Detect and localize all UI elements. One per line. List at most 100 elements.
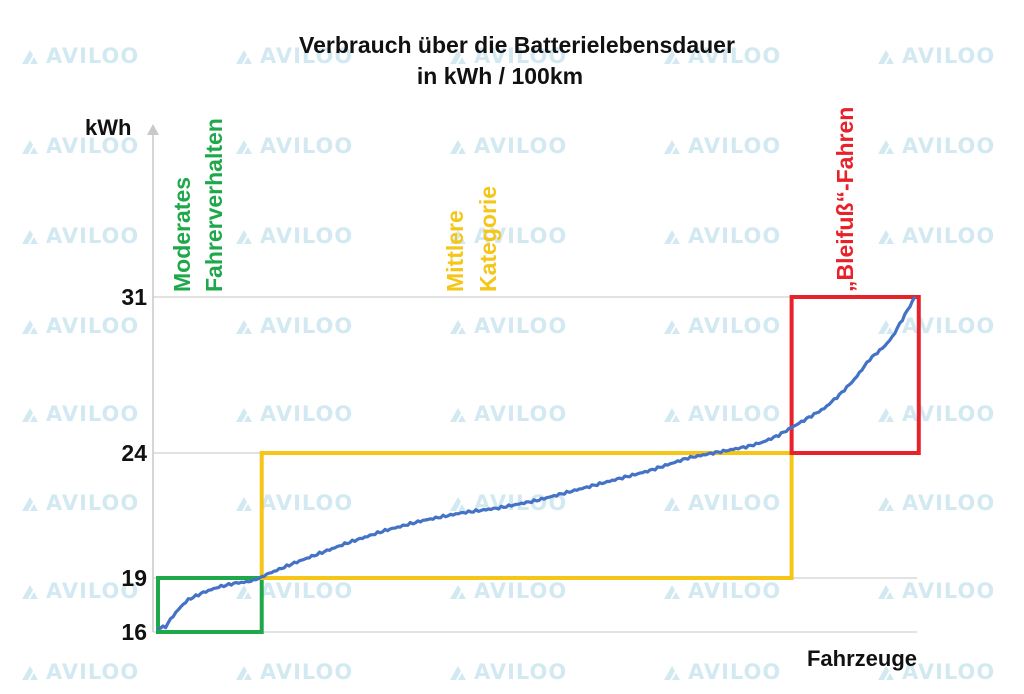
watermark-mark-icon <box>450 497 461 511</box>
watermark-logo: AVILOO <box>664 402 780 426</box>
watermark-mark-icon <box>244 673 252 680</box>
watermark-logo: AVILOO <box>664 579 780 603</box>
watermark-mark-icon <box>672 57 680 64</box>
watermark-logo: AVILOO <box>236 224 353 248</box>
watermark-logo: AVILOO <box>22 314 138 338</box>
category-label-yellow-1: Mittlere <box>442 210 468 292</box>
category-label-green-2: Fahrerverhalten <box>201 118 227 292</box>
watermark-mark-icon <box>886 415 894 422</box>
watermark-mark-icon <box>672 327 680 334</box>
watermark-mark-icon <box>244 57 252 64</box>
watermark-mark-icon <box>458 592 466 599</box>
category-label-green-1: Moderates <box>169 177 195 292</box>
chart-title-line2: in kWh / 100km <box>417 63 583 89</box>
watermark-mark-icon <box>672 673 680 680</box>
watermark-text: AVILOO <box>260 402 353 426</box>
watermark-mark-icon <box>30 237 38 244</box>
watermark-text: AVILOO <box>688 224 781 248</box>
watermark-text: AVILOO <box>46 491 139 515</box>
watermark-logo: AVILOO <box>878 579 994 603</box>
watermark-logo: AVILOO <box>878 134 995 158</box>
watermark-logo: AVILOO <box>236 314 352 338</box>
watermark-mark-icon <box>236 230 247 244</box>
y-axis-label: kWh <box>85 115 131 140</box>
watermark-text: AVILOO <box>902 314 995 338</box>
watermark-text: AVILOO <box>260 44 353 68</box>
watermark-mark-icon <box>458 57 466 64</box>
watermark-text: AVILOO <box>902 134 995 158</box>
watermark-mark-icon <box>664 320 675 334</box>
watermark-logo: AVILOO <box>236 491 353 515</box>
watermark-mark-icon <box>244 592 252 599</box>
category-label-red-1: „Bleifuß“-Fahren <box>832 107 858 292</box>
watermark-text: AVILOO <box>902 44 995 68</box>
watermark-logo: AVILOO <box>664 134 780 158</box>
watermark-logo: AVILOO <box>878 402 995 426</box>
watermark-mark-icon <box>30 327 38 334</box>
watermark-text: AVILOO <box>260 134 353 158</box>
watermark-mark-icon <box>458 327 466 334</box>
watermark-mark-icon <box>878 230 889 244</box>
watermark-text: AVILOO <box>260 224 353 248</box>
watermark-text: AVILOO <box>474 402 567 426</box>
category-box-yellow <box>259 451 794 580</box>
line-layer <box>157 296 917 631</box>
watermark-mark-icon <box>450 666 461 680</box>
watermark-logo: AVILOO <box>664 44 781 68</box>
watermark-layer: AVILOO AVILOO AVILOO AVILOO AVILOO AVILOO AVIL… <box>22 44 995 684</box>
watermark-mark-icon <box>672 504 680 511</box>
watermark-logo: AVILOO <box>450 579 566 603</box>
watermark-logo: AVILOO <box>664 491 780 515</box>
watermark-mark-icon <box>878 140 889 154</box>
watermark-mark-icon <box>236 408 247 422</box>
watermark-mark-icon <box>236 666 247 680</box>
watermark-text: AVILOO <box>902 491 995 515</box>
watermark-logo: AVILOO <box>236 44 353 68</box>
y-tick-label-31: 31 <box>121 284 147 310</box>
watermark-mark-icon <box>236 585 247 599</box>
watermark-mark-icon <box>878 585 889 599</box>
watermark-text: AVILOO <box>474 314 567 338</box>
watermark-mark-icon <box>22 408 33 422</box>
watermark-mark-icon <box>236 497 247 511</box>
y-tick-label-16: 16 <box>121 619 147 645</box>
watermark-mark-icon <box>244 327 252 334</box>
box-layer <box>156 295 921 634</box>
watermark-mark-icon <box>30 57 38 64</box>
watermark-mark-icon <box>22 585 33 599</box>
watermark-text: AVILOO <box>46 224 139 248</box>
watermark-text: AVILOO <box>260 491 353 515</box>
watermark-logo: AVILOO <box>236 579 352 603</box>
watermark-mark-icon <box>236 320 247 334</box>
watermark-text: AVILOO <box>902 402 995 426</box>
watermark-mark-icon <box>450 408 461 422</box>
watermark-logo: AVILOO <box>450 224 566 248</box>
watermark-text: AVILOO <box>46 579 139 603</box>
watermark-mark-icon <box>22 50 33 64</box>
watermark-mark-icon <box>664 666 675 680</box>
watermark-logo: AVILOO <box>450 44 566 68</box>
watermark-mark-icon <box>664 230 675 244</box>
watermark-mark-icon <box>886 592 894 599</box>
watermark-mark-icon <box>450 585 461 599</box>
watermark-mark-icon <box>450 230 461 244</box>
watermark-logo: AVILOO <box>22 224 139 248</box>
watermark-logo: AVILOO <box>450 134 566 158</box>
watermark-logo: AVILOO <box>450 314 567 338</box>
watermark-text: AVILOO <box>688 44 781 68</box>
watermark-mark-icon <box>30 673 38 680</box>
series-line <box>157 296 917 631</box>
watermark-mark-icon <box>244 415 252 422</box>
watermark-mark-icon <box>22 320 33 334</box>
watermark-mark-icon <box>664 408 675 422</box>
watermark-mark-icon <box>458 504 466 511</box>
watermark-mark-icon <box>22 497 33 511</box>
watermark-text: AVILOO <box>260 660 353 684</box>
label-layer: Moderates Fahrerverhalten Mittlere Kategori… <box>169 107 858 292</box>
watermark-mark-icon <box>664 140 675 154</box>
watermark-mark-icon <box>450 320 461 334</box>
watermark-logo: AVILOO <box>22 491 139 515</box>
watermark-mark-icon <box>244 237 252 244</box>
watermark-logo: AVILOO <box>22 660 138 684</box>
